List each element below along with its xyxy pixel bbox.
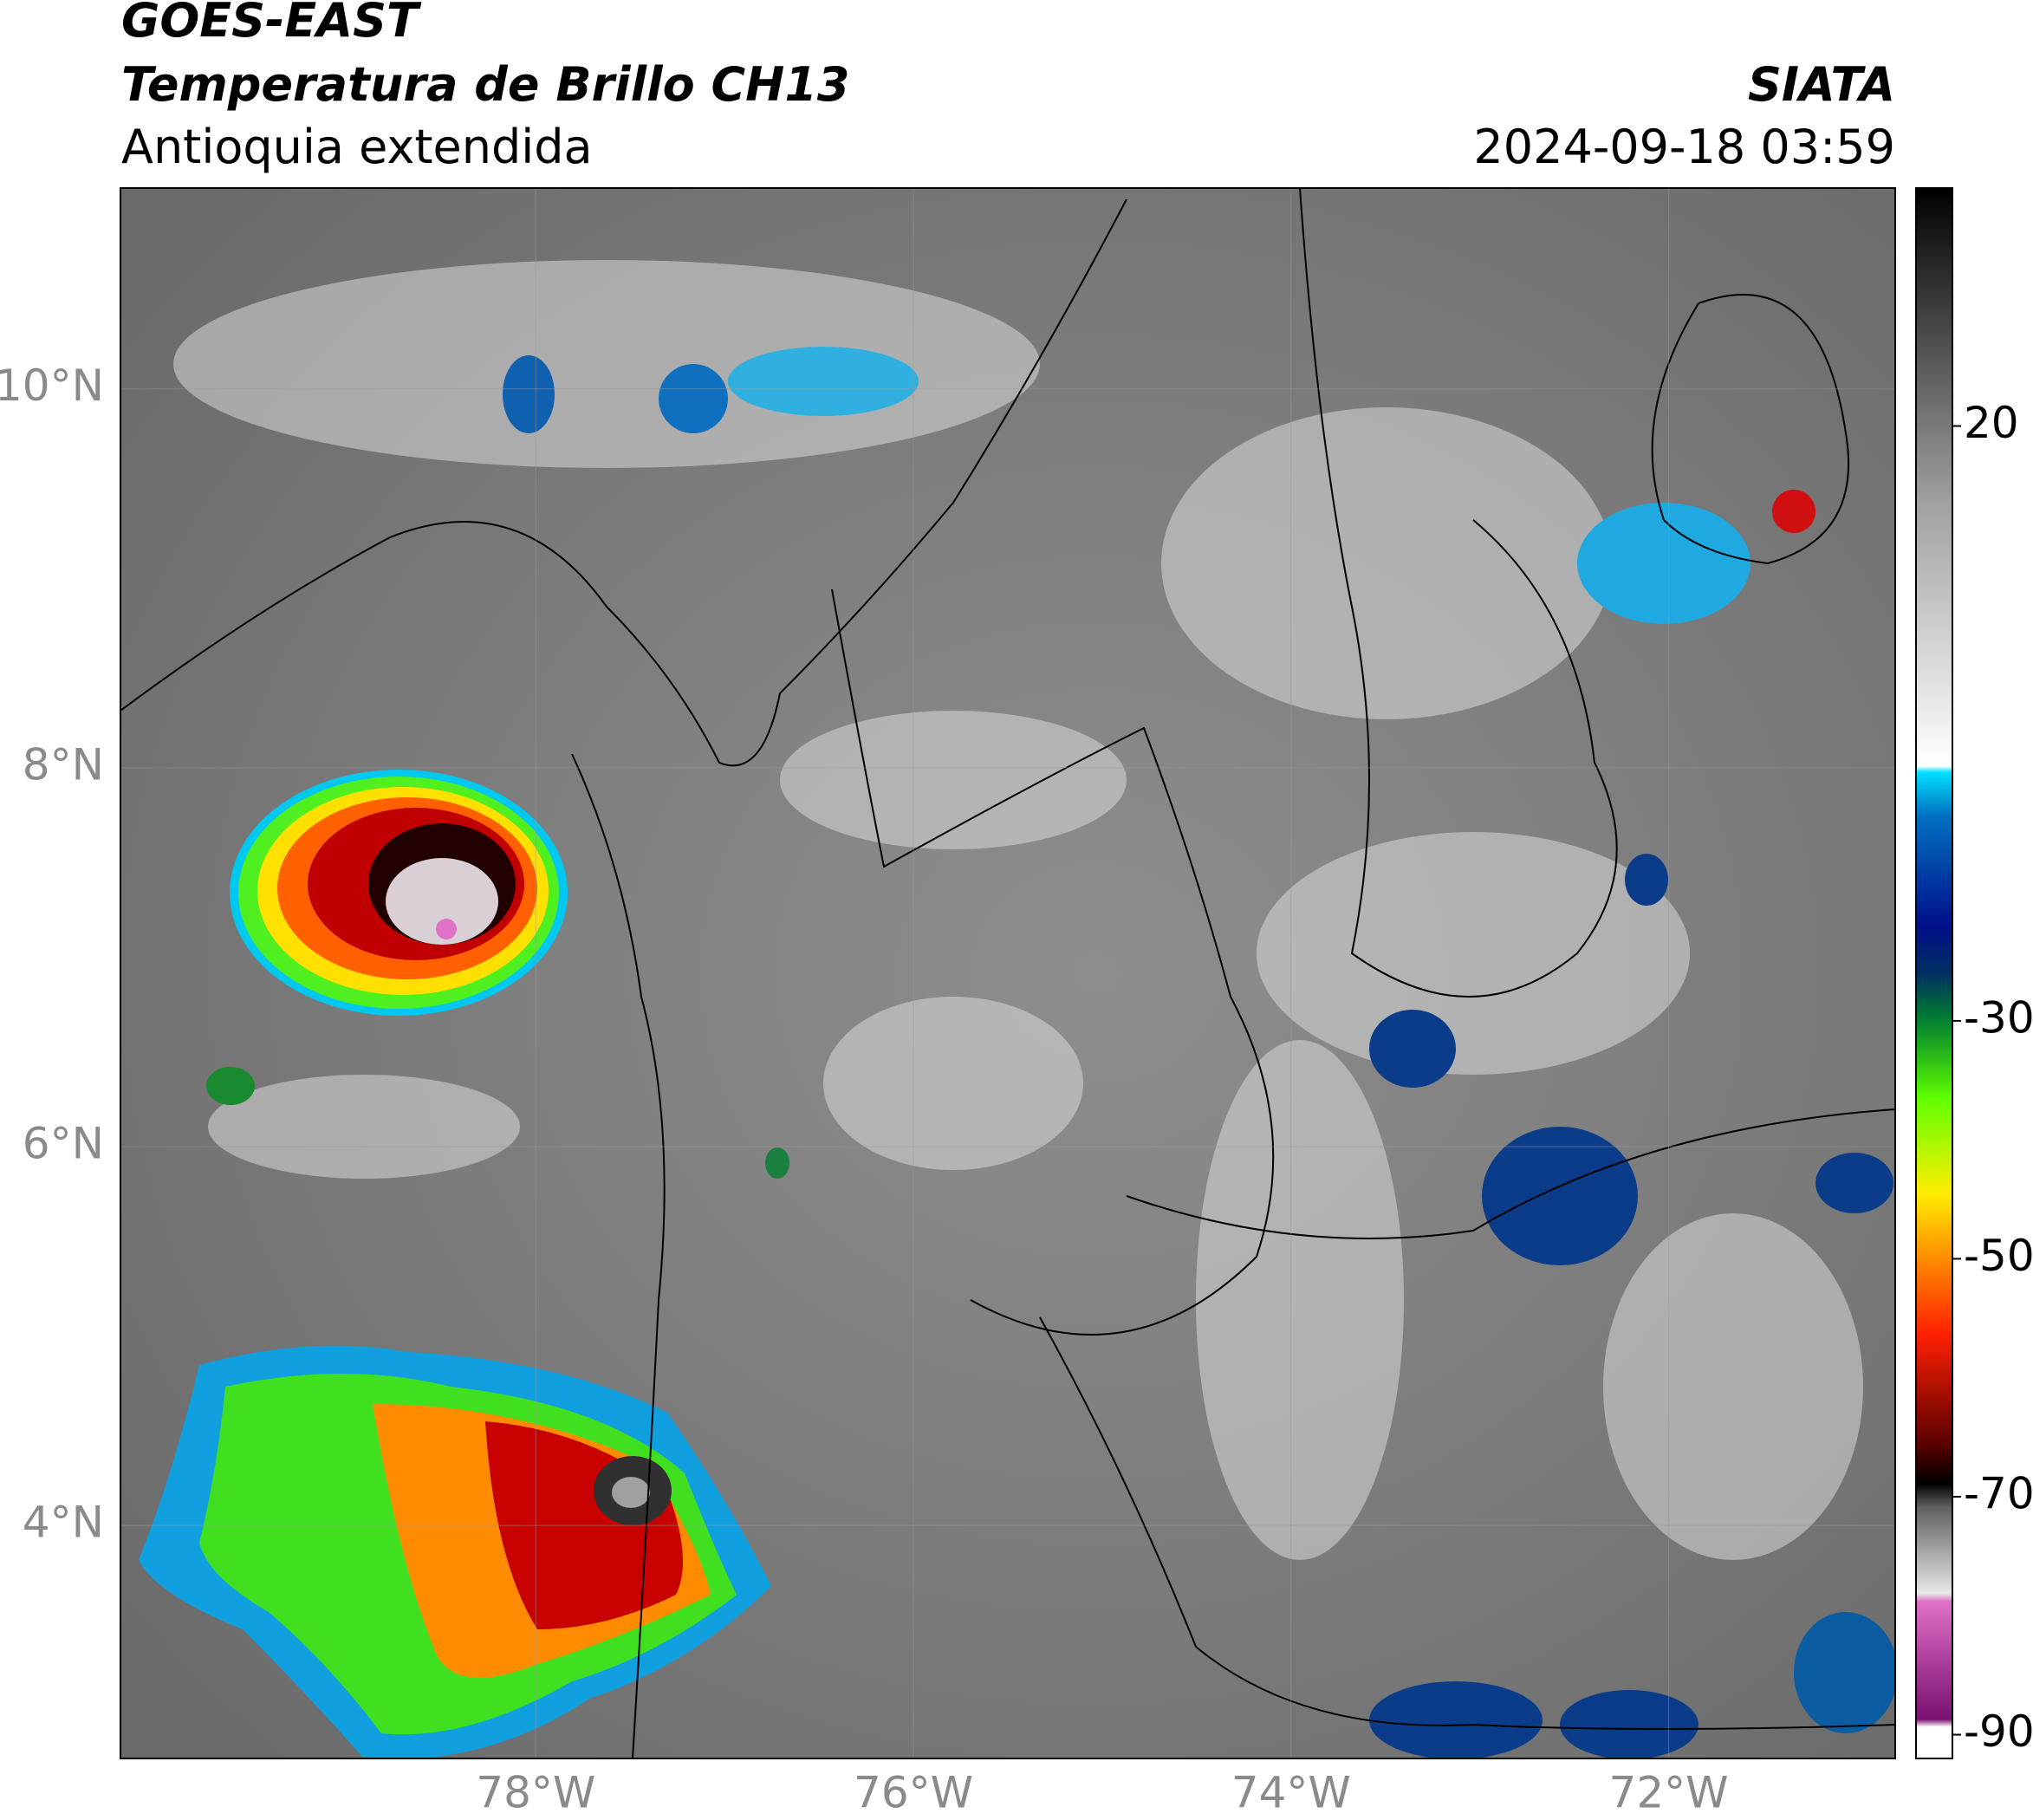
colorbar-tick-label: -30 (1964, 992, 2033, 1043)
x-tick-label: 76°W (854, 1768, 973, 1818)
region: Antioquia extendida (121, 120, 593, 174)
colorbar-tick-label: -50 (1964, 1231, 2033, 1281)
x-tick-label: 78°W (476, 1768, 595, 1818)
y-tick-label: 8°N (23, 739, 104, 790)
datetime: 2024-09-18 03:59 (1473, 120, 1895, 174)
satellite: GOES-EAST (121, 0, 422, 48)
storm-north (230, 770, 568, 1016)
source: SIATA (1748, 57, 1895, 112)
map-frame (120, 187, 1896, 1759)
graticule (120, 188, 1895, 1758)
y-tick-label: 4°N (23, 1498, 104, 1548)
colorbar-tick-label: -90 (1964, 1706, 2033, 1757)
y-tick-label: 10°N (0, 361, 104, 411)
colorbar (1915, 187, 1953, 1759)
colorbar-tick-label: -70 (1964, 1469, 2033, 1519)
y-tick-label: 6°N (23, 1118, 104, 1168)
product: Temperatura de Brillo CH13 (121, 57, 850, 112)
x-tick-label: 74°W (1231, 1768, 1351, 1818)
colorbar-tick-label: 20 (1964, 398, 2019, 448)
x-tick-label: 72°W (1609, 1768, 1729, 1818)
borders (120, 188, 1895, 1758)
map (120, 188, 1895, 1758)
cold-cloud (206, 347, 1895, 1758)
